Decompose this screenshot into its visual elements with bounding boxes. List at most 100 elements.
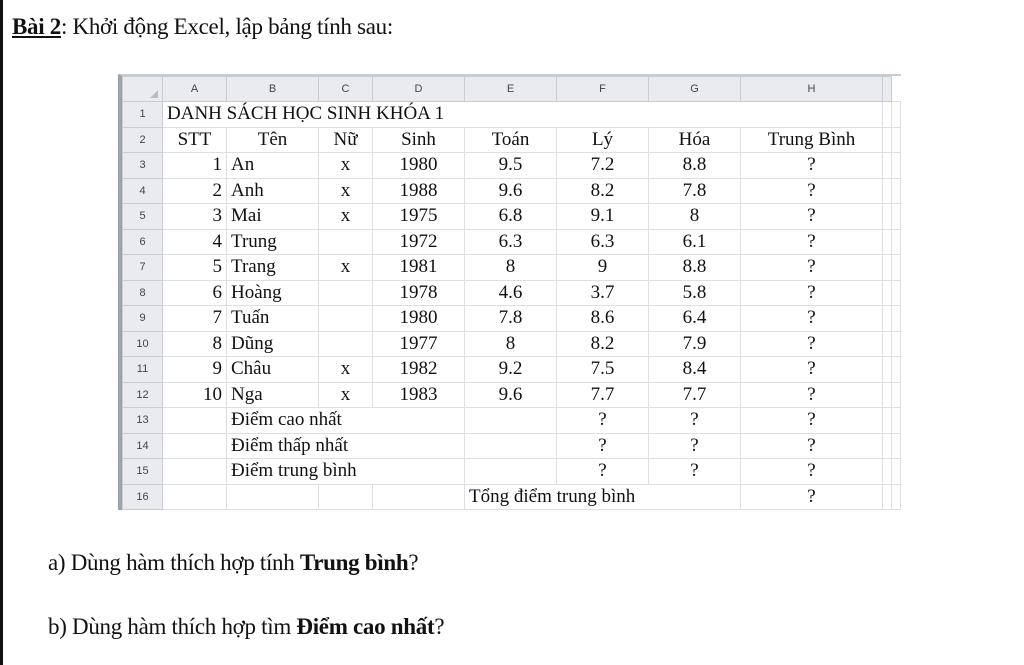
cell[interactable]: 3 <box>162 203 227 230</box>
row-header[interactable]: 8 <box>122 279 163 306</box>
cell[interactable]: ? <box>556 407 649 434</box>
row-header[interactable]: 2 <box>122 126 163 153</box>
cell[interactable] <box>882 356 892 383</box>
cell[interactable]: 9.1 <box>556 203 649 230</box>
cell[interactable] <box>882 152 892 179</box>
cell[interactable]: 8.4 <box>648 356 741 383</box>
row-header[interactable]: 1 <box>122 101 163 128</box>
cell[interactable]: ? <box>740 152 883 179</box>
column-header[interactable]: F <box>556 76 649 102</box>
cell[interactable]: Tổng điểm trung bình <box>464 483 741 510</box>
row-header[interactable]: 12 <box>122 381 163 408</box>
cell[interactable]: ? <box>556 458 649 485</box>
cell[interactable]: 3.7 <box>556 279 649 306</box>
cell[interactable] <box>891 152 901 179</box>
cell[interactable]: 10 <box>162 381 227 408</box>
cell[interactable]: 8 <box>464 330 557 357</box>
cell[interactable]: 6.8 <box>464 203 557 230</box>
cell[interactable]: Lý <box>556 126 649 153</box>
cell[interactable]: 6.3 <box>556 228 649 255</box>
cell[interactable] <box>891 126 901 153</box>
cell[interactable]: ? <box>740 305 883 332</box>
cell[interactable]: Dũng <box>226 330 319 357</box>
cell[interactable]: Châu <box>226 356 319 383</box>
cell[interactable] <box>891 330 901 357</box>
cell[interactable]: 1982 <box>372 356 465 383</box>
cell[interactable]: 9.6 <box>464 381 557 408</box>
cell[interactable]: x <box>318 177 373 204</box>
cell[interactable]: Trang <box>226 254 319 281</box>
cell[interactable]: 7.7 <box>648 381 741 408</box>
cell[interactable] <box>318 228 373 255</box>
cell[interactable] <box>162 458 227 485</box>
cell[interactable]: 8 <box>162 330 227 357</box>
row-header[interactable]: 14 <box>122 432 163 459</box>
cell[interactable]: 5 <box>162 254 227 281</box>
cell[interactable] <box>882 330 892 357</box>
cell[interactable] <box>882 432 892 459</box>
cell[interactable] <box>882 126 892 153</box>
cell[interactable]: 4 <box>162 228 227 255</box>
cell[interactable]: 7.2 <box>556 152 649 179</box>
cell[interactable]: 8 <box>464 254 557 281</box>
cell[interactable]: ? <box>740 483 883 510</box>
cell[interactable] <box>372 483 465 510</box>
cell[interactable]: ? <box>740 330 883 357</box>
cell[interactable] <box>891 228 901 255</box>
cell[interactable] <box>464 432 557 459</box>
cell[interactable]: 7.7 <box>556 381 649 408</box>
cell[interactable]: Nữ <box>318 126 373 153</box>
row-header[interactable]: 16 <box>122 483 163 510</box>
cell[interactable] <box>464 458 557 485</box>
cell[interactable]: 6.4 <box>648 305 741 332</box>
cell[interactable]: 2 <box>162 177 227 204</box>
cell[interactable] <box>882 177 892 204</box>
cell[interactable]: Điểm thấp nhất <box>226 432 465 459</box>
cell[interactable]: Điểm cao nhất <box>226 407 465 434</box>
cell[interactable]: 1980 <box>372 152 465 179</box>
cell[interactable] <box>882 483 892 510</box>
cell[interactable]: 6.1 <box>648 228 741 255</box>
cell[interactable] <box>891 381 901 408</box>
cell[interactable] <box>882 407 892 434</box>
cell[interactable]: 9 <box>162 356 227 383</box>
column-header[interactable]: E <box>464 76 557 102</box>
cell[interactable]: 1983 <box>372 381 465 408</box>
row-header[interactable]: 13 <box>122 407 163 434</box>
cell[interactable] <box>891 432 901 459</box>
cell[interactable]: 1981 <box>372 254 465 281</box>
cell[interactable]: ? <box>740 432 883 459</box>
cell[interactable]: 5.8 <box>648 279 741 306</box>
cell[interactable] <box>226 483 319 510</box>
cell[interactable] <box>464 407 557 434</box>
cell[interactable]: 8.2 <box>556 177 649 204</box>
cell[interactable] <box>882 381 892 408</box>
column-header[interactable]: A <box>162 76 227 102</box>
cell[interactable]: 6.3 <box>464 228 557 255</box>
cell[interactable] <box>162 407 227 434</box>
cell[interactable]: 8.8 <box>648 152 741 179</box>
cell[interactable]: Toán <box>464 126 557 153</box>
row-header[interactable]: 3 <box>122 152 163 179</box>
cell[interactable]: Hoàng <box>226 279 319 306</box>
cell[interactable]: 1980 <box>372 305 465 332</box>
cell[interactable]: 9.5 <box>464 152 557 179</box>
row-header[interactable]: 11 <box>122 356 163 383</box>
column-header[interactable]: D <box>372 76 465 102</box>
cell[interactable]: 8 <box>648 203 741 230</box>
cell[interactable]: Điểm trung bình <box>226 458 465 485</box>
cell[interactable] <box>891 458 901 485</box>
cell[interactable]: x <box>318 381 373 408</box>
cell[interactable]: 9 <box>556 254 649 281</box>
cell[interactable]: Nga <box>226 381 319 408</box>
cell[interactable]: DANH SÁCH HỌC SINH KHÓA 1 <box>162 101 883 128</box>
cell[interactable]: 6 <box>162 279 227 306</box>
cell[interactable]: 7.8 <box>464 305 557 332</box>
cell[interactable]: x <box>318 356 373 383</box>
cell[interactable] <box>882 305 892 332</box>
row-header[interactable]: 5 <box>122 203 163 230</box>
row-header[interactable]: 9 <box>122 305 163 332</box>
cell[interactable]: 9.6 <box>464 177 557 204</box>
cell[interactable]: ? <box>740 254 883 281</box>
cell[interactable]: x <box>318 152 373 179</box>
